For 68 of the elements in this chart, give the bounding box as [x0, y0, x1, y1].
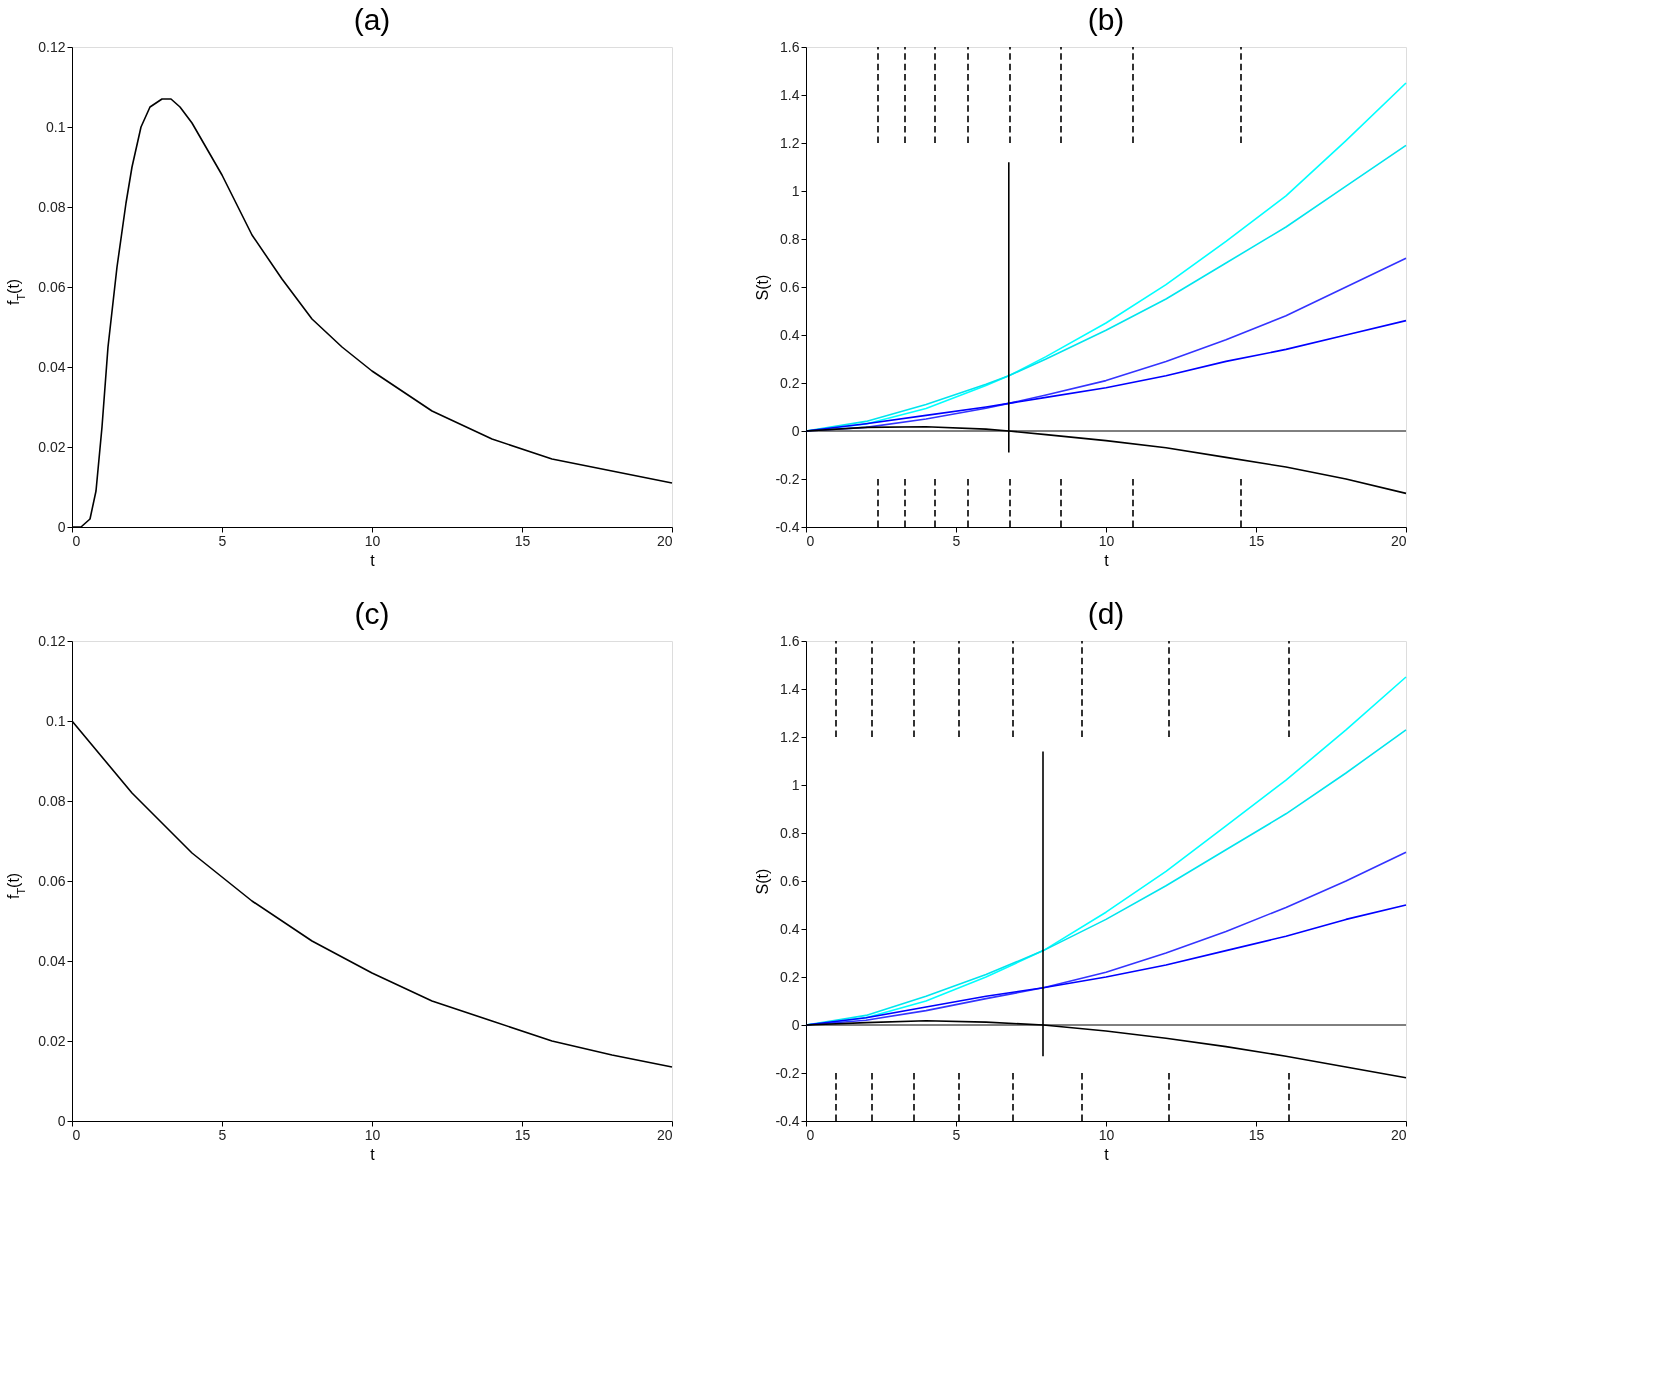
y-tick-label: 1.6 — [780, 632, 800, 649]
x-tick-label: 10 — [364, 1126, 381, 1143]
chart-title: (c) — [354, 597, 390, 630]
y-tick-label: 0.12 — [38, 632, 66, 649]
x-tick-label: 20 — [656, 1126, 673, 1143]
y-tick-label: 0.4 — [780, 920, 800, 937]
x-tick-label: 0 — [72, 1126, 81, 1143]
x-tick-label: 20 — [1390, 1126, 1407, 1143]
y-tick-label: -0.2 — [775, 470, 800, 487]
y-tick-label: 1.2 — [780, 134, 800, 151]
y-tick-label: 0.08 — [38, 792, 66, 809]
x-tick-label: 10 — [1098, 1126, 1115, 1143]
y-tick-label: 0 — [57, 1112, 66, 1129]
x-axis-title: t — [370, 551, 376, 569]
y-tick-label: 0.02 — [38, 1032, 66, 1049]
x-tick-label: 5 — [218, 532, 227, 549]
y-tick-label: 1 — [791, 182, 800, 199]
x-tick-label: 20 — [1390, 532, 1407, 549]
y-tick-label: 1.2 — [780, 728, 800, 745]
x-tick-label: 15 — [1248, 532, 1265, 549]
y-tick-label: 0.2 — [780, 968, 800, 985]
y-tick-label: 0.02 — [38, 438, 66, 455]
x-tick-label: 0 — [806, 532, 815, 549]
y-tick-label: 1.4 — [780, 680, 800, 697]
y-tick-label: -0.4 — [775, 518, 800, 535]
y-tick-label: 0.06 — [38, 872, 66, 889]
y-tick-label: 0.6 — [780, 278, 800, 295]
x-tick-label: 20 — [656, 532, 673, 549]
y-tick-label: 0.2 — [780, 374, 800, 391]
y-tick-label: 0.8 — [780, 824, 800, 841]
x-tick-label: 10 — [364, 532, 381, 549]
x-axis-title: t — [370, 1145, 376, 1163]
y-axis-title: fT(t) — [5, 278, 27, 305]
y-tick-label: 0 — [791, 1016, 800, 1033]
chart-title: (a) — [353, 3, 391, 36]
x-tick-label: 10 — [1098, 532, 1115, 549]
y-tick-label: 1.6 — [780, 38, 800, 55]
y-tick-label: 1 — [791, 776, 800, 793]
chart-title: (b) — [1087, 3, 1125, 36]
y-tick-label: 0.8 — [780, 230, 800, 247]
x-tick-label: 5 — [952, 1126, 961, 1143]
x-tick-label: 15 — [1248, 1126, 1265, 1143]
x-tick-label: 5 — [218, 1126, 227, 1143]
x-axis-title: t — [1104, 551, 1110, 569]
y-axis-title: S(t) — [754, 868, 772, 895]
y-axis-title: fT(t) — [5, 872, 27, 899]
x-tick-label: 15 — [514, 1126, 531, 1143]
y-axis-title: S(t) — [754, 274, 772, 301]
x-tick-label: 0 — [806, 1126, 815, 1143]
y-tick-label: 1.4 — [780, 86, 800, 103]
x-tick-label: 15 — [514, 532, 531, 549]
y-tick-label: 0.04 — [38, 952, 66, 969]
y-tick-label: 0.1 — [46, 712, 66, 729]
y-tick-label: 0.12 — [38, 38, 66, 55]
y-tick-label: 0.04 — [38, 358, 66, 375]
x-tick-label: 0 — [72, 532, 81, 549]
y-tick-label: -0.4 — [775, 1112, 800, 1129]
y-tick-label: 0 — [791, 422, 800, 439]
x-axis-title: t — [1104, 1145, 1110, 1163]
y-tick-label: -0.2 — [775, 1064, 800, 1081]
y-tick-label: 0.06 — [38, 278, 66, 295]
y-tick-label: 0 — [57, 518, 66, 535]
chart-title: (d) — [1087, 597, 1125, 630]
y-tick-label: 0.08 — [38, 198, 66, 215]
y-tick-label: 0.6 — [780, 872, 800, 889]
x-tick-label: 5 — [952, 532, 961, 549]
y-tick-label: 0.1 — [46, 118, 66, 135]
y-tick-label: 0.4 — [780, 326, 800, 343]
